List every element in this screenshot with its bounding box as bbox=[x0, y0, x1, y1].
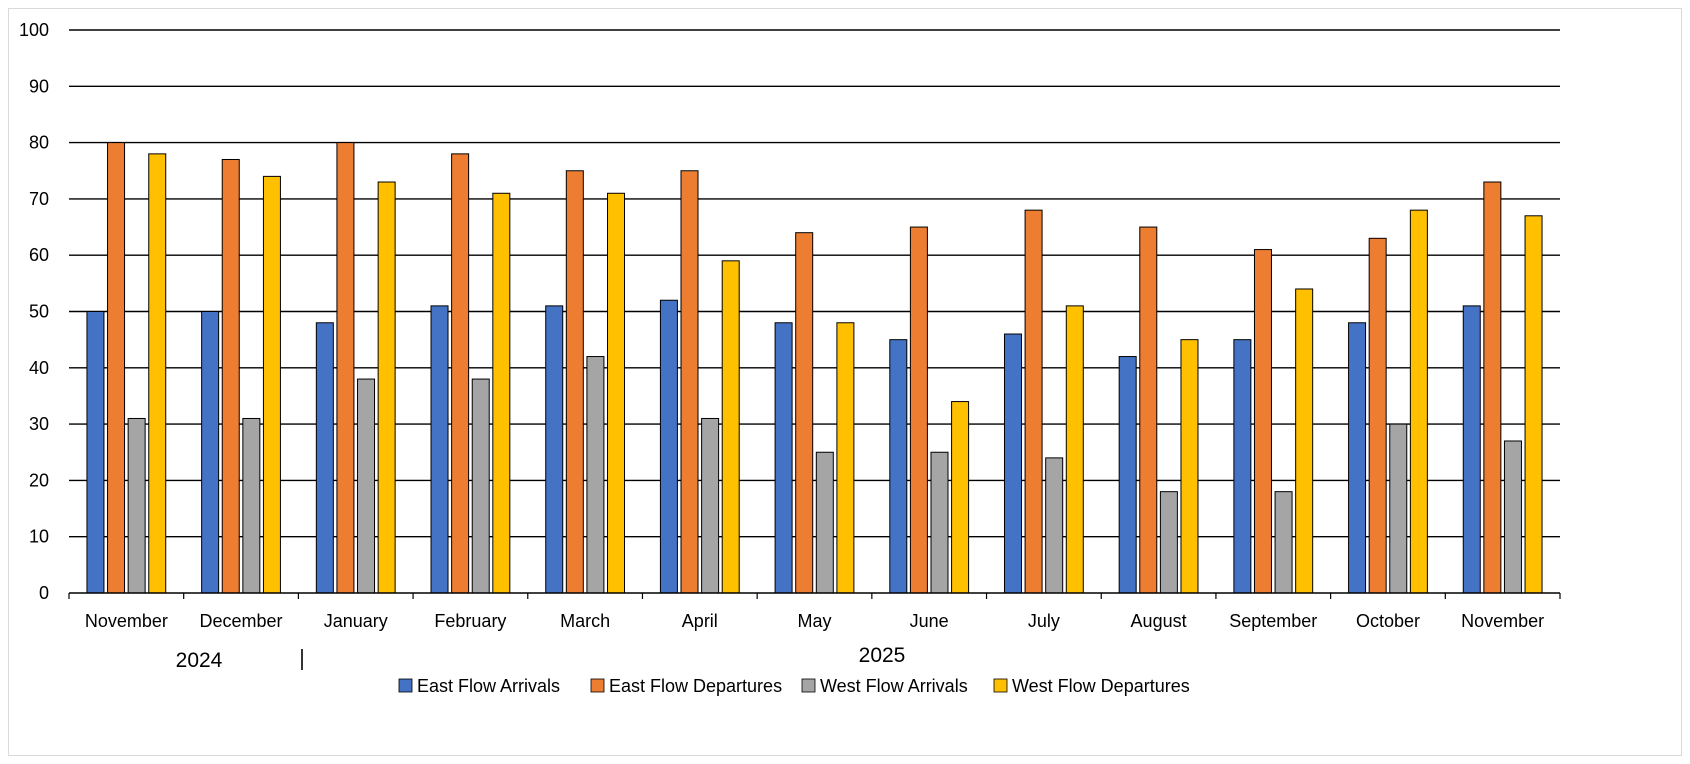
bar-west-flow-arrivals bbox=[127, 417, 146, 594]
y-tick-label: 0 bbox=[39, 583, 49, 603]
legend-swatch bbox=[801, 678, 816, 693]
chart-frame: 0 10 20 30 40 50 60 70 80 90 100 November December Ja… bbox=[8, 8, 1682, 756]
bar-east-flow-arrivals bbox=[1233, 339, 1252, 594]
year-label-2024: 2024 bbox=[176, 649, 223, 672]
axis-labels: 0 10 20 30 40 50 60 70 80 90 100 November December Ja… bbox=[19, 20, 1544, 672]
bar-west-flow-departures bbox=[721, 260, 740, 594]
bar-chart: 0 10 20 30 40 50 60 70 80 90 100 November December Ja… bbox=[19, 20, 1561, 696]
x-tick-label: June bbox=[910, 611, 949, 631]
bar-west-flow-departures bbox=[836, 322, 855, 594]
legend-label: West Flow Arrivals bbox=[820, 676, 968, 696]
x-tick-label: July bbox=[1028, 611, 1060, 631]
x-tick-label: January bbox=[324, 611, 388, 631]
x-tick-label: February bbox=[434, 611, 506, 631]
y-tick-label: 50 bbox=[29, 302, 49, 322]
bar-west-flow-arrivals bbox=[1159, 491, 1178, 594]
legend-label: East Flow Arrivals bbox=[417, 676, 560, 696]
year-label-2025: 2025 bbox=[859, 644, 906, 667]
bar-west-flow-arrivals bbox=[1045, 457, 1064, 594]
bar-west-flow-arrivals bbox=[242, 417, 261, 594]
legend-swatch bbox=[590, 678, 605, 693]
bar-east-flow-arrivals bbox=[1348, 322, 1367, 594]
bar-east-flow-departures bbox=[565, 170, 584, 594]
bar-west-flow-departures bbox=[1180, 339, 1199, 594]
bar-east-flow-departures bbox=[1139, 226, 1158, 594]
bar-west-flow-departures bbox=[262, 175, 281, 594]
x-tick-label: December bbox=[200, 611, 283, 631]
bar-east-flow-arrivals bbox=[1003, 333, 1022, 594]
bar-east-flow-departures bbox=[451, 153, 470, 594]
bar-west-flow-arrivals bbox=[1274, 491, 1293, 594]
bar-west-flow-departures bbox=[1065, 305, 1084, 594]
legend-label: East Flow Departures bbox=[609, 676, 782, 696]
bar-east-flow-departures bbox=[1253, 249, 1272, 594]
bar-east-flow-departures bbox=[107, 142, 126, 594]
bar-east-flow-arrivals bbox=[430, 305, 449, 594]
bar-west-flow-departures bbox=[377, 181, 396, 594]
legend-label: West Flow Departures bbox=[1012, 676, 1190, 696]
y-tick-label: 20 bbox=[29, 470, 49, 490]
bar-east-flow-departures bbox=[680, 170, 699, 594]
bar-east-flow-arrivals bbox=[774, 322, 793, 594]
bar-west-flow-departures bbox=[1524, 215, 1543, 594]
bar-west-flow-arrivals bbox=[471, 378, 490, 594]
bar-east-flow-arrivals bbox=[201, 311, 220, 594]
y-tick-label: 90 bbox=[29, 76, 49, 96]
legend-swatch bbox=[993, 678, 1008, 693]
legend-swatch bbox=[398, 678, 413, 693]
gridlines bbox=[69, 29, 1560, 538]
bar-west-flow-arrivals bbox=[586, 356, 605, 594]
x-tick-label: August bbox=[1131, 611, 1187, 631]
bar-east-flow-arrivals bbox=[659, 299, 678, 594]
x-tick-label: September bbox=[1229, 611, 1317, 631]
bar-east-flow-arrivals bbox=[1118, 356, 1137, 594]
y-tick-label: 30 bbox=[29, 414, 49, 434]
bar-east-flow-arrivals bbox=[889, 339, 908, 594]
legend: East Flow Arrivals East Flow Departures We… bbox=[398, 676, 1190, 696]
x-tick-label: April bbox=[682, 611, 718, 631]
x-tick-label: November bbox=[1461, 611, 1544, 631]
x-tick-label: November bbox=[85, 611, 168, 631]
bar-east-flow-arrivals bbox=[1462, 305, 1481, 594]
x-tick-label: October bbox=[1356, 611, 1420, 631]
axes bbox=[68, 592, 1561, 670]
bar-west-flow-departures bbox=[1409, 209, 1428, 594]
bar-west-flow-departures bbox=[492, 192, 511, 594]
bar-west-flow-arrivals bbox=[815, 451, 834, 594]
bar-east-flow-departures bbox=[1024, 209, 1043, 594]
y-tick-label: 70 bbox=[29, 189, 49, 209]
bar-west-flow-departures bbox=[1295, 288, 1314, 594]
y-tick-label: 10 bbox=[29, 527, 49, 547]
bars bbox=[86, 142, 1543, 594]
x-tick-label: March bbox=[560, 611, 610, 631]
bar-east-flow-departures bbox=[795, 232, 814, 594]
bar-west-flow-arrivals bbox=[930, 451, 949, 594]
bar-east-flow-arrivals bbox=[86, 311, 105, 594]
bar-east-flow-departures bbox=[1483, 181, 1502, 594]
bar-east-flow-arrivals bbox=[315, 322, 334, 594]
x-tick-label: May bbox=[797, 611, 831, 631]
bar-west-flow-departures bbox=[148, 153, 167, 594]
bar-west-flow-arrivals bbox=[1503, 440, 1522, 594]
y-tick-label: 60 bbox=[29, 245, 49, 265]
bar-east-flow-departures bbox=[221, 158, 240, 594]
y-tick-label: 80 bbox=[29, 133, 49, 153]
bar-east-flow-departures bbox=[336, 142, 355, 594]
bar-east-flow-departures bbox=[1368, 237, 1387, 594]
bar-west-flow-arrivals bbox=[1389, 423, 1408, 594]
y-tick-label: 100 bbox=[19, 20, 49, 40]
bar-west-flow-departures bbox=[607, 192, 626, 594]
bar-west-flow-arrivals bbox=[357, 378, 376, 594]
bar-east-flow-arrivals bbox=[545, 305, 564, 594]
bar-west-flow-arrivals bbox=[701, 417, 720, 594]
y-tick-label: 40 bbox=[29, 358, 49, 378]
bar-east-flow-departures bbox=[909, 226, 928, 594]
bar-west-flow-departures bbox=[951, 401, 970, 594]
